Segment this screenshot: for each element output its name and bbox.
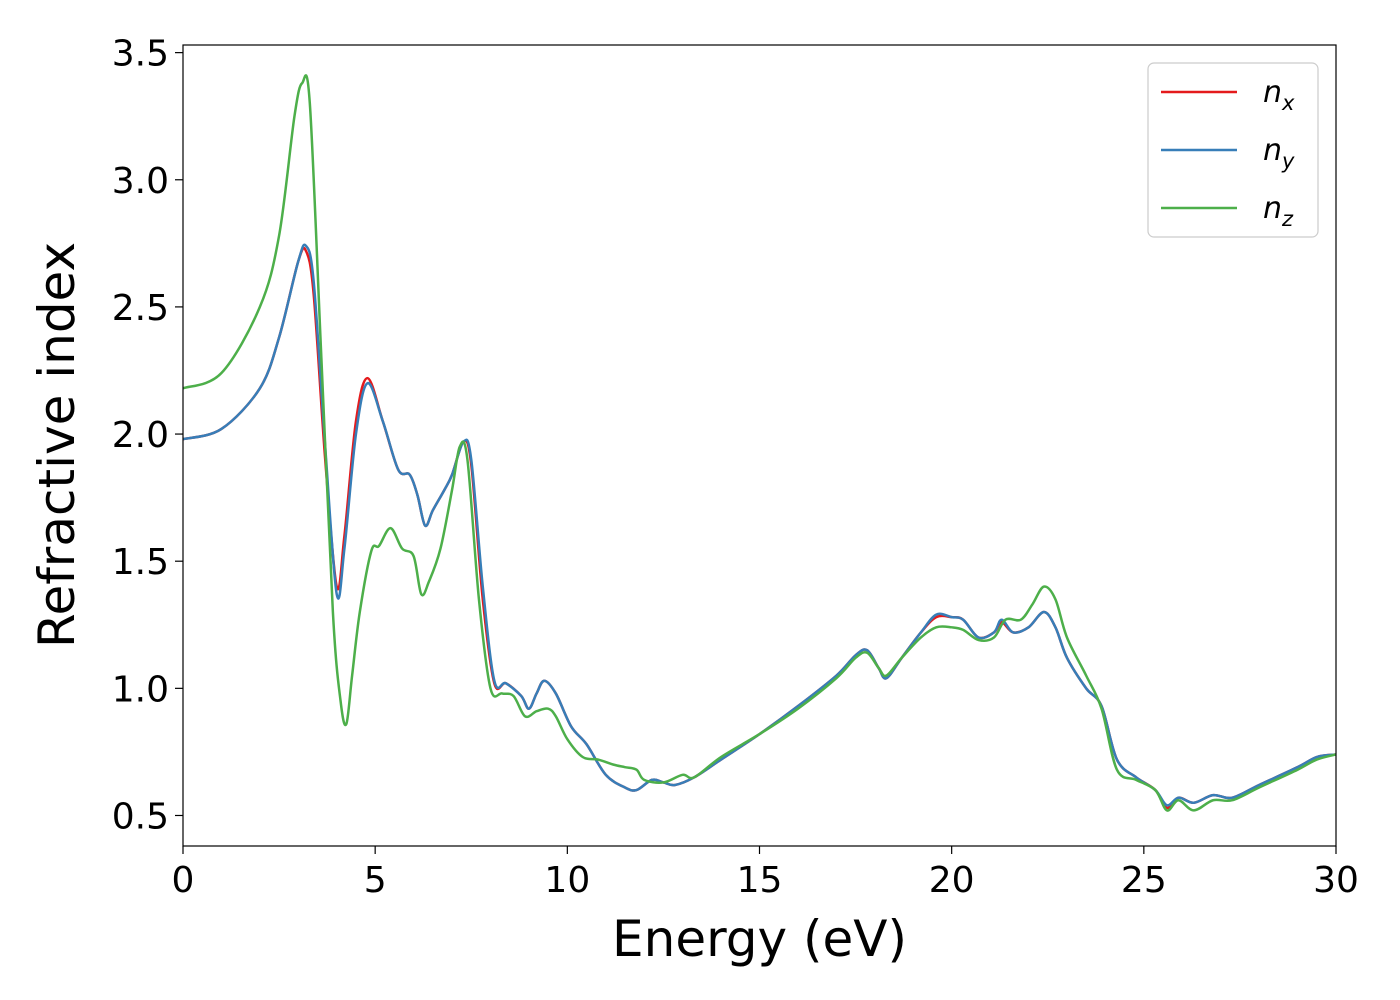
series-layer	[183, 74, 1336, 812]
y-tick-label: 0.5	[112, 796, 169, 837]
x-tick-label: 5	[364, 860, 387, 901]
x-tick-label: 30	[1313, 860, 1359, 901]
x-tick-label: 25	[1121, 860, 1167, 901]
legend-label-z: nz	[1263, 191, 1294, 231]
x-axis-title: Energy (eV)	[612, 910, 907, 968]
series-line-n-y	[183, 243, 1336, 807]
series-line-n-z	[183, 74, 1336, 812]
y-tick-label: 3.5	[112, 34, 169, 75]
y-tick-label: 2.5	[112, 288, 169, 329]
legend-label-x: nx	[1263, 75, 1295, 115]
x-tick-label: 20	[929, 860, 975, 901]
x-tick-label: 0	[172, 860, 195, 901]
y-tick-label: 2.0	[112, 415, 169, 456]
y-tick-label: 1.5	[112, 542, 169, 583]
y-tick-label: 1.0	[112, 669, 169, 710]
y-axis-title: Refractive index	[28, 242, 86, 648]
y-tick-label: 3.0	[112, 161, 169, 202]
x-tick-label: 15	[737, 860, 783, 901]
legend: nx ny nz	[1147, 62, 1319, 238]
x-axis: 0 5 10 15 20 25 30	[172, 846, 1359, 901]
plot-area	[183, 74, 1336, 812]
y-axis: 0.5 1.0 1.5 2.0 2.5 3.0 3.5	[112, 34, 183, 837]
x-tick-label: 10	[544, 860, 590, 901]
legend-label-y: ny	[1263, 133, 1295, 173]
